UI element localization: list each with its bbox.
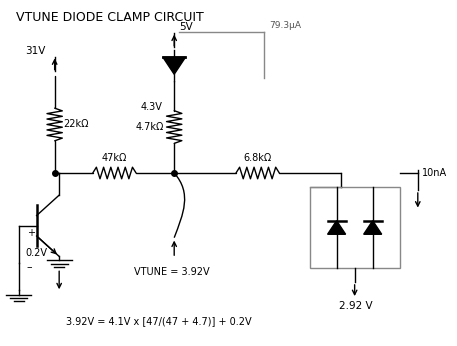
Text: 79.3μA: 79.3μA (269, 21, 301, 30)
Text: 4.3V: 4.3V (140, 102, 162, 112)
Polygon shape (328, 221, 345, 234)
Text: 10nA: 10nA (422, 169, 447, 179)
Text: 31V: 31V (25, 46, 46, 56)
Bar (309, 186, 400, 268)
Text: +: + (27, 228, 35, 238)
Text: 47kΩ: 47kΩ (102, 153, 127, 163)
Text: VTUNE DIODE CLAMP CIRCUIT: VTUNE DIODE CLAMP CIRCUIT (16, 11, 204, 24)
Text: –: – (27, 262, 32, 272)
Polygon shape (364, 221, 382, 234)
Text: 22kΩ: 22kΩ (63, 119, 88, 129)
Text: VTUNE = 3.92V: VTUNE = 3.92V (134, 267, 210, 277)
Text: 3.92V = 4.1V x [47/(47 + 4.7)] + 0.2V: 3.92V = 4.1V x [47/(47 + 4.7)] + 0.2V (66, 317, 251, 327)
Polygon shape (163, 57, 186, 74)
Text: 5V: 5V (179, 22, 192, 32)
Text: 2.92 V: 2.92 V (339, 301, 372, 311)
Text: 6.8kΩ: 6.8kΩ (244, 153, 272, 163)
Text: 0.2V: 0.2V (25, 248, 48, 258)
Text: 4.7kΩ: 4.7kΩ (136, 122, 164, 132)
